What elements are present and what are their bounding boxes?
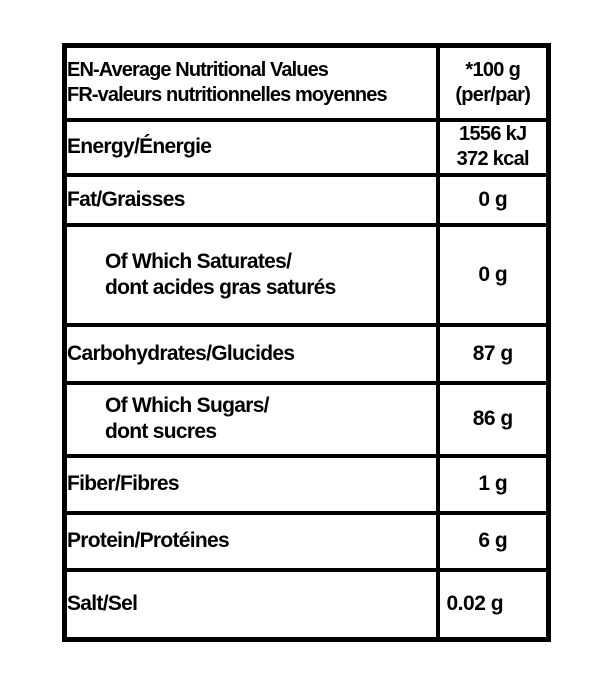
header-label-fr: FR-valeurs nutritionnelles moyennes: [67, 83, 388, 106]
table-row-saturates: Of Which Saturates/ dont acides gras sat…: [62, 222, 551, 327]
protein-label-cell: Protein/Protéines: [62, 510, 440, 572]
protein-value: 6 g: [478, 529, 508, 552]
saturates-value-cell: 0 g: [435, 222, 551, 327]
fat-value-cell: 0 g: [435, 172, 551, 227]
fat-label: Fat/Graisses: [67, 187, 185, 211]
saturates-label-fr: dont acides gras saturés: [105, 275, 336, 299]
sugars-value-cell: 86 g: [435, 380, 551, 458]
sugars-label-en: Of Which Sugars/: [105, 394, 270, 417]
header-label-cell: EN-Average Nutritional Values FR-valeurs…: [62, 43, 440, 122]
saturates-value: 0 g: [478, 262, 508, 286]
salt-label: Salt/Sel: [67, 592, 138, 616]
saturates-label-en: Of Which Saturates/: [105, 249, 292, 273]
fat-value: 0 g: [478, 187, 508, 211]
sugars-label-cell: Of Which Sugars/ dont sucres: [62, 380, 440, 458]
table-row-energy: Energy/Énergie 1556 kJ 372 kcal: [62, 117, 551, 177]
table-row-salt: Salt/Sel 0.02 g: [62, 567, 551, 642]
energy-value-kj: 1556 kJ: [459, 123, 527, 145]
sugars-label-fr: dont sucres: [105, 420, 217, 443]
fat-label-cell: Fat/Graisses: [62, 172, 440, 227]
fiber-value: 1 g: [478, 472, 508, 495]
fiber-label: Fiber/Fibres: [67, 472, 179, 495]
fiber-label-cell: Fiber/Fibres: [62, 453, 440, 515]
energy-label: Energy/Énergie: [67, 135, 212, 158]
energy-value-cell: 1556 kJ 372 kcal: [435, 117, 551, 177]
carbohydrates-label-cell: Carbohydrates/Glucides: [62, 322, 440, 385]
protein-label: Protein/Protéines: [67, 529, 230, 552]
nutrition-table: EN-Average Nutritional Values FR-valeurs…: [62, 43, 551, 642]
carbohydrates-value-cell: 87 g: [435, 322, 551, 385]
header-value-cell: *100 g (per/par): [435, 43, 551, 122]
fiber-value-cell: 1 g: [435, 453, 551, 515]
carbohydrates-value: 87 g: [472, 341, 514, 365]
serving-size-label: *100 g: [465, 58, 521, 81]
serving-unit-label: (per/par): [455, 83, 531, 106]
energy-value-kcal: 372 kcal: [456, 148, 530, 170]
salt-value-cell: 0.02 g: [435, 567, 551, 642]
sugars-value: 86 g: [472, 407, 514, 430]
header-label-en: EN-Average Nutritional Values: [67, 58, 329, 81]
table-header-row: EN-Average Nutritional Values FR-valeurs…: [62, 43, 551, 122]
table-row-carbohydrates: Carbohydrates/Glucides 87 g: [62, 322, 551, 385]
carbohydrates-label: Carbohydrates/Glucides: [67, 341, 295, 365]
salt-label-cell: Salt/Sel: [62, 567, 440, 642]
energy-label-cell: Energy/Énergie: [62, 117, 440, 177]
table-row-fat: Fat/Graisses 0 g: [62, 172, 551, 227]
saturates-label-cell: Of Which Saturates/ dont acides gras sat…: [62, 222, 440, 327]
salt-value: 0.02 g: [446, 592, 504, 616]
table-row-fiber: Fiber/Fibres 1 g: [62, 453, 551, 515]
table-row-sugars: Of Which Sugars/ dont sucres 86 g: [62, 380, 551, 458]
protein-value-cell: 6 g: [435, 510, 551, 572]
table-row-protein: Protein/Protéines 6 g: [62, 510, 551, 572]
